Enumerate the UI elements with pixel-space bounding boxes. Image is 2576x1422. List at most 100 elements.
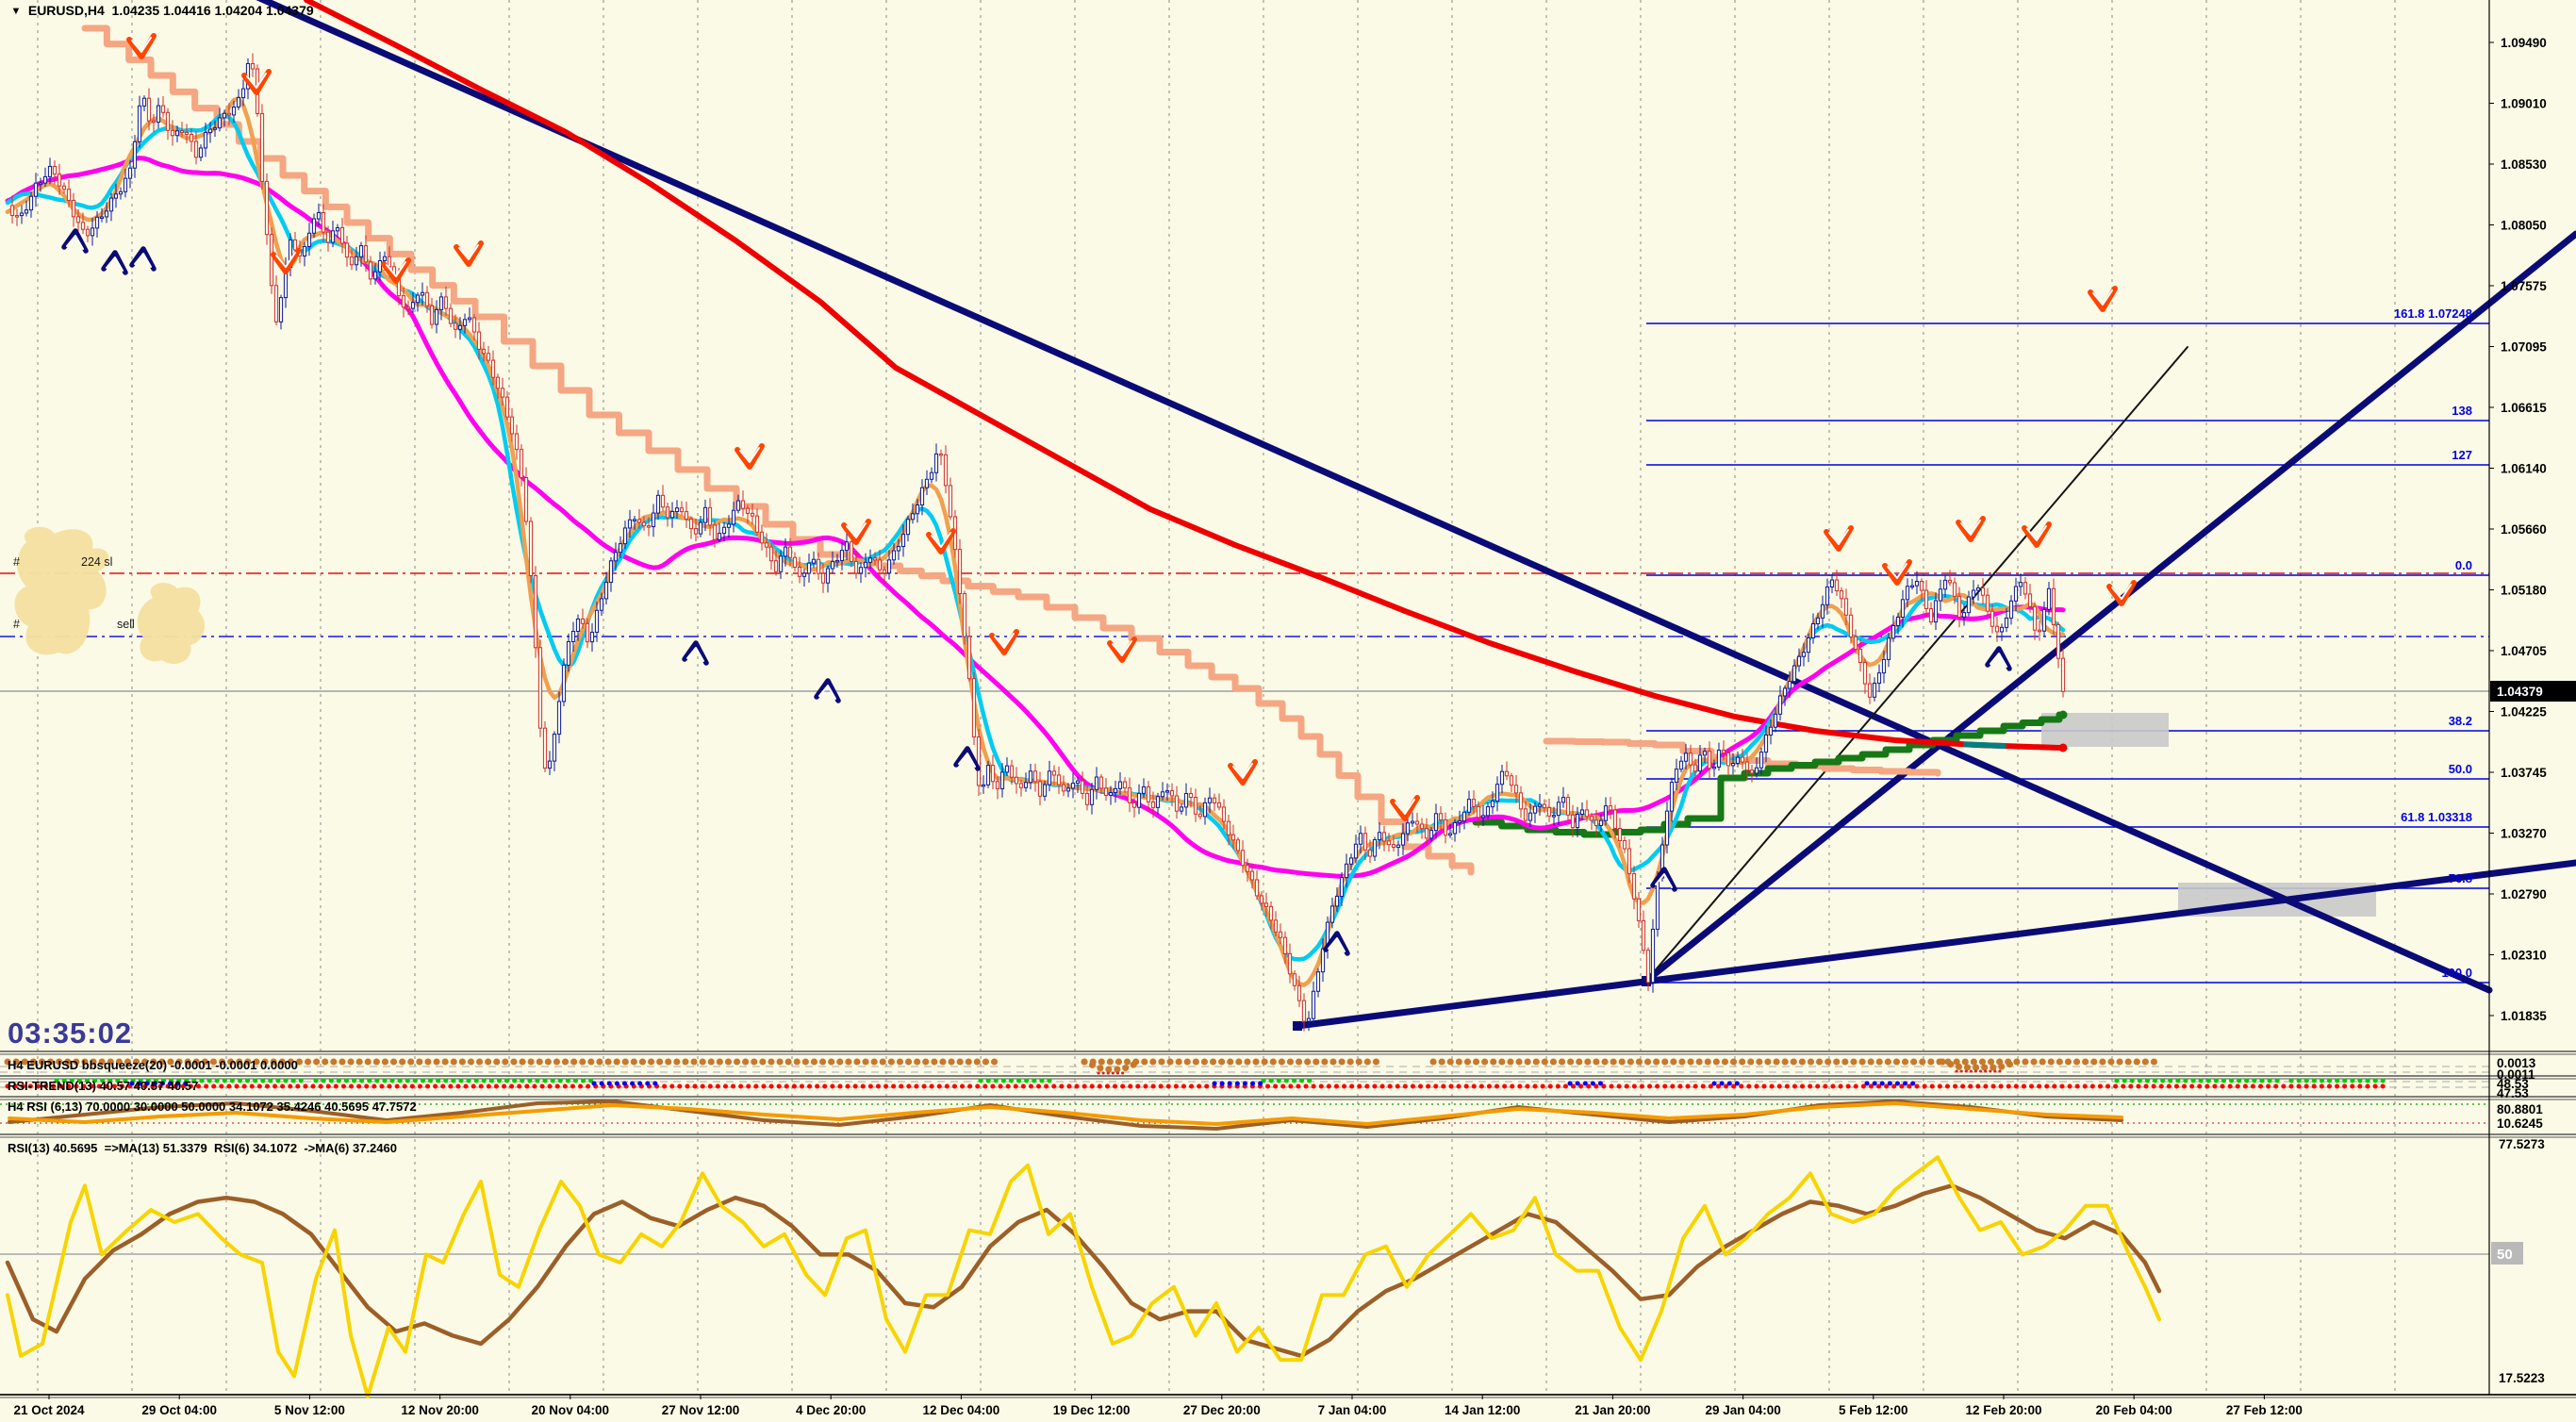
stoploss-order-label[interactable]: 224 sl <box>81 555 113 569</box>
panel-value-label: 0.0013 <box>2497 1056 2536 1070</box>
trendline-long-descending[interactable] <box>247 0 2493 994</box>
sell-signal-arrow-inner <box>2111 584 2132 600</box>
sell-signal-arrow-icon <box>271 248 301 274</box>
sell-signal-arrow-inner <box>994 633 1015 649</box>
buy-signal-arrow-icon <box>101 250 128 275</box>
current-price-tag <box>2490 681 2576 702</box>
sell-signal-arrow-icon <box>2088 286 2118 312</box>
fib-label: 0.0 <box>2455 558 2472 572</box>
current-price-tag-text: 1.04379 <box>2497 685 2543 699</box>
sell-order-label[interactable]: sell <box>117 618 135 631</box>
fib-label: 161.8 1.07248 <box>2394 306 2472 321</box>
price-axis-label: 1.05180 <box>2501 584 2547 598</box>
price-axis-label: 1.03745 <box>2501 766 2547 780</box>
buy-signal-arrow-inner <box>66 235 84 250</box>
time-axis-label: 12 Nov 20:00 <box>401 1403 479 1417</box>
sell-signal-arrow-inner <box>1232 763 1253 779</box>
price-axis-label: 1.03270 <box>2501 827 2547 841</box>
time-axis-label: 4 Dec 20:00 <box>796 1403 866 1417</box>
time-axis-label: 14 Jan 12:00 <box>1445 1403 1520 1417</box>
fib-label: 100.0 <box>2441 966 2472 980</box>
buy-signal-arrow-inner <box>686 647 704 662</box>
sell-signal-arrow-inner <box>131 37 152 53</box>
time-axis-label: 5 Feb 12:00 <box>1839 1403 1908 1417</box>
stoploss-order-hash: # <box>13 555 20 569</box>
sell-signal-arrow-inner <box>2026 525 2047 541</box>
panel-value-label: 48.53 <box>2497 1077 2529 1091</box>
green-line-end-dot <box>2058 710 2068 719</box>
sell-signal-arrow-icon <box>1956 516 1986 542</box>
panel-value-label: 10.6245 <box>2497 1116 2543 1131</box>
price-axis-label: 1.02310 <box>2501 949 2547 963</box>
panel-rsi613-label: H4 RSI (6,13) 70.0000 30.0000 50.0000 34… <box>8 1100 417 1114</box>
trendline-steep-ascending[interactable] <box>1643 230 2576 984</box>
salmon-step-line <box>81 25 1475 876</box>
sell-signal-arrow-icon <box>454 240 484 267</box>
sell-signal-arrow-inner <box>1828 529 1849 545</box>
sell-signal-arrow-inner <box>2092 289 2113 306</box>
sell-signal-arrow-icon <box>926 528 956 554</box>
buy-signal-arrow-inner <box>106 256 124 272</box>
time-axis-label: 29 Jan 04:00 <box>1705 1403 1780 1417</box>
buy-signal-arrow-icon <box>814 678 841 703</box>
sell-signal-arrow-inner <box>739 447 760 463</box>
sell-signal-arrow-icon <box>989 629 1019 655</box>
price-axis-label: 1.08050 <box>2501 219 2547 233</box>
fib-label: 138 <box>2452 404 2472 418</box>
time-axis-label: 5 Nov 12:00 <box>274 1403 345 1417</box>
ohlc-values: 1.04235 1.04416 1.04204 1.04379 <box>111 3 314 18</box>
buy-signal-arrow-icon <box>61 228 89 254</box>
sell-signal-arrow-icon <box>381 257 411 284</box>
p4-50-badge-text: 50 <box>2497 1247 2513 1263</box>
sell-signal-arrow-icon <box>1882 559 1912 586</box>
sell-signal-arrow-inner <box>846 522 867 538</box>
buy-signal-arrow-icon <box>682 640 709 666</box>
sell-signal-arrow-icon <box>1228 759 1258 785</box>
p4-max-label: 77.5273 <box>2499 1137 2545 1151</box>
p4-min-label: 17.5223 <box>2499 1371 2545 1385</box>
buy-signal-arrow-inner <box>1328 937 1346 952</box>
panel-value-label: 80.8801 <box>2497 1102 2543 1116</box>
sell-signal-arrow-inner <box>386 261 406 277</box>
green-step-line <box>1472 711 2063 838</box>
rsi6-line <box>8 1101 2123 1126</box>
symbol-period: EURUSD,H4 <box>27 3 105 18</box>
time-axis-label: 12 Dec 04:00 <box>922 1403 999 1417</box>
fib-label: 61.8 1.03318 <box>2401 810 2472 824</box>
panel-rsitrend-label: RSI-TREND(13) 40.57 40.57 40.57 <box>8 1079 199 1093</box>
panel-value-label: 47.53 <box>2497 1086 2529 1100</box>
sell-signal-arrow-inner <box>931 532 951 548</box>
sell-signal-arrow-inner <box>246 73 267 89</box>
bbsqueeze-dip <box>1939 1058 2022 1071</box>
price-axis-label: 1.06615 <box>2501 401 2547 415</box>
sell-signal-arrow-icon <box>1107 637 1137 663</box>
buy-signal-arrow-inner <box>818 685 836 700</box>
sell-signal-arrow-icon <box>2022 521 2052 548</box>
p4-50-badge <box>2491 1242 2523 1265</box>
fib-label: 127 <box>2452 448 2472 462</box>
red-ma-end-dot <box>2058 743 2068 752</box>
buy-signal-arrow-icon <box>129 246 157 272</box>
buy-signal-arrow-inner <box>134 253 152 268</box>
sell-signal-arrow-icon <box>841 519 871 545</box>
buy-signal-arrow-inner <box>1655 873 1673 888</box>
time-axis-label: 7 Jan 04:00 <box>1318 1403 1387 1417</box>
buy-signal-arrow-icon <box>1650 867 1677 892</box>
trendline-gentle-ascending[interactable] <box>1294 859 2576 1030</box>
trendline-thin-black[interactable] <box>1645 346 2188 982</box>
sell-signal-arrow-inner <box>458 244 479 260</box>
price-axis-label: 1.01835 <box>2501 1009 2547 1023</box>
price-axis-label: 1.05660 <box>2501 522 2547 537</box>
dropdown-triangle-icon[interactable]: ▼ <box>10 4 22 17</box>
trendline-anchor[interactable] <box>1293 1021 1302 1031</box>
price-axis-label: 1.07095 <box>2501 340 2547 355</box>
sell-signal-arrow-icon <box>735 443 765 470</box>
time-axis-label: 29 Oct 04:00 <box>141 1403 217 1417</box>
buy-signal-arrow-icon <box>1323 931 1350 956</box>
buy-signal-arrow-inner <box>1990 653 2007 668</box>
time-axis-label: 20 Feb 04:00 <box>2096 1403 2172 1417</box>
time-axis-label: 20 Nov 04:00 <box>532 1403 610 1417</box>
sell-signal-arrow-inner <box>1395 799 1415 815</box>
